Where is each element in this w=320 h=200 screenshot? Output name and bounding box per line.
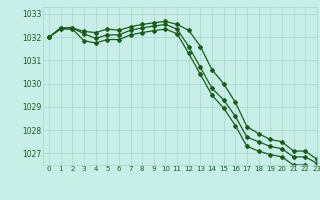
Text: Graphe pression niveau de la mer (hPa): Graphe pression niveau de la mer (hPa)	[58, 186, 262, 195]
